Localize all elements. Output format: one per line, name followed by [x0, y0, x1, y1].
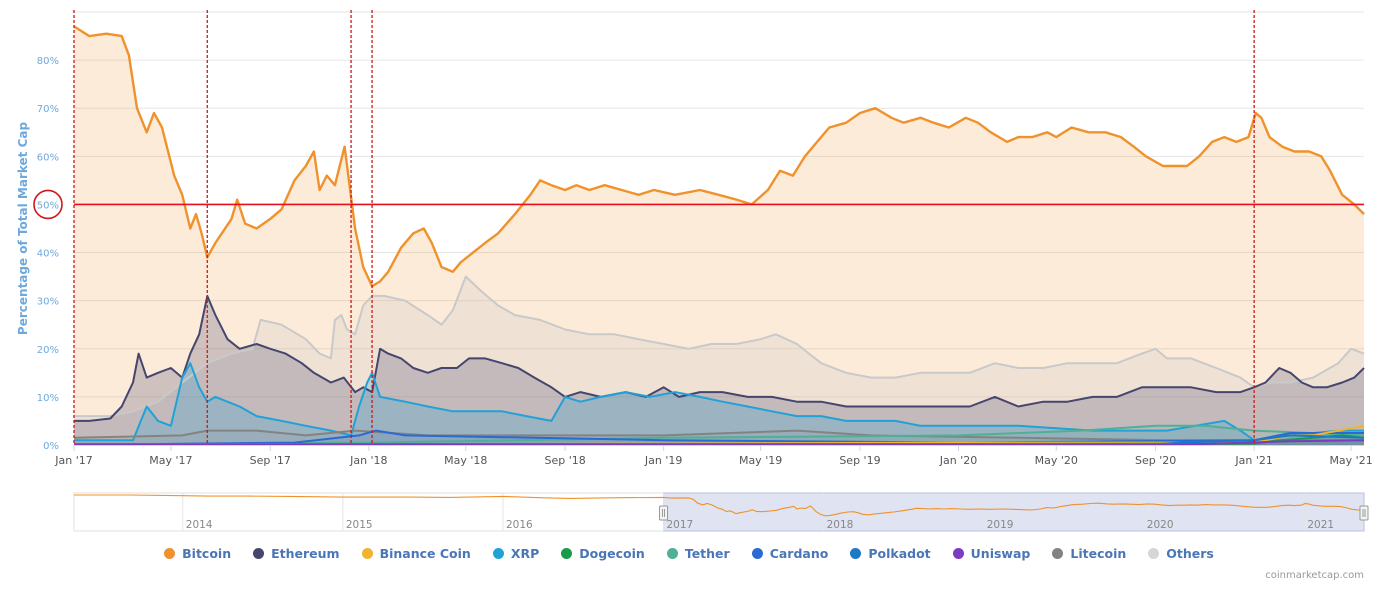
x-tick-label: May '17 [149, 454, 192, 467]
y-tick-label: 80% [37, 56, 59, 67]
litecoin-line [73, 429, 1364, 442]
cardano-line [73, 429, 1364, 446]
x-tick-label: Sep '17 [250, 454, 291, 467]
legend-dot-icon [361, 548, 373, 559]
navigator-bitcoin-line [74, 494, 1365, 517]
legend-label: Tether [684, 546, 730, 561]
legend-item-uniswap[interactable]: Uniswap [952, 546, 1031, 561]
y-tick-label: 30% [37, 297, 59, 308]
x-tick-label: Jan '18 [349, 454, 387, 467]
y-tick-label: 10% [37, 393, 59, 404]
x-tick-label: Sep '20 [1135, 454, 1176, 467]
line-layer [73, 25, 1365, 446]
y-tick-label: 60% [37, 152, 59, 163]
navigator-selection [663, 492, 1365, 532]
legend-dot-icon [253, 548, 265, 559]
navigator-handle [659, 505, 669, 521]
x-tick-label: Jan '19 [644, 454, 682, 467]
navigator-year-label: 2017 [667, 519, 694, 531]
bitcoin-area [74, 26, 1364, 446]
tether-area [74, 425, 1364, 445]
legend-label: Polkadot [868, 546, 931, 561]
bitcoin-line [73, 25, 1365, 288]
legend-label: Litecoin [1070, 546, 1127, 561]
credit-text[interactable]: coinmarketcap.com [1265, 570, 1364, 581]
legend-label: Cardano [769, 546, 829, 561]
legend-dot-icon [751, 548, 763, 559]
x-tick-label: May '20 [1035, 454, 1078, 467]
y-tick-label: 40% [37, 249, 59, 260]
navigator-year-label: 2015 [346, 519, 373, 531]
axis-layer: 0% 10% 20% 30% 40% 50% 60% 70% 80% Percentage of … [16, 56, 1373, 467]
navigator-year-label: 2018 [827, 519, 854, 531]
legend-item-cardano[interactable]: Cardano [751, 546, 829, 561]
y-tick-label: 50% [37, 200, 59, 211]
y-tick-label: 0% [43, 441, 59, 452]
legend-dot-icon [1148, 548, 1160, 559]
y-tick-label: 70% [37, 104, 59, 115]
legend-label: Dogecoin [579, 546, 645, 561]
navigator-handle [1359, 505, 1369, 521]
legend: Bitcoin Ethereum Binance Coin XRP Dogecoin Te… [0, 546, 1378, 561]
x-tick-label: May '18 [444, 454, 487, 467]
legend-item-ethereum[interactable]: Ethereum [253, 546, 340, 561]
y-axis-title: Percentage of Total Market Cap [16, 122, 30, 336]
legend-label: Bitcoin [182, 546, 232, 561]
navigator-year-label: 2016 [506, 519, 533, 531]
navigator-year-label: 2021 [1307, 519, 1334, 531]
highlight-circle [33, 189, 63, 220]
marker-layer [73, 10, 1364, 445]
navigator[interactable]: 2014 2015 2016 2017 2018 2019 2020 2021 [73, 492, 1369, 532]
legend-item-xrp[interactable]: XRP [492, 546, 540, 561]
legend-item-binance-coin[interactable]: Binance Coin [361, 546, 471, 561]
navigator-year-label: 2019 [987, 519, 1014, 531]
xrp-area [74, 363, 1364, 445]
y-tick-label: 20% [37, 345, 59, 356]
legend-label: Others [1166, 546, 1214, 561]
x-tick-label: May '19 [739, 454, 782, 467]
legend-dot-icon [666, 548, 678, 559]
xrp-line [74, 362, 1364, 442]
legend-item-bitcoin[interactable]: Bitcoin [164, 546, 231, 561]
legend-dot-icon [492, 548, 504, 559]
legend-item-others[interactable]: Others [1148, 546, 1214, 561]
legend-item-litecoin[interactable]: Litecoin [1052, 546, 1126, 561]
x-tick-label: Jan '17 [54, 454, 92, 467]
legend-dot-icon [1052, 548, 1064, 559]
legend-dot-icon [164, 548, 176, 559]
ethereum-area [74, 295, 1364, 445]
legend-label: XRP [510, 546, 540, 561]
legend-item-dogecoin[interactable]: Dogecoin [561, 546, 645, 561]
legend-dot-icon [952, 548, 964, 559]
navigator-year-label: 2020 [1147, 519, 1174, 531]
x-tick-label: Sep '18 [544, 454, 585, 467]
navigator-year-label: 2014 [186, 519, 213, 531]
legend-item-tether[interactable]: Tether [666, 546, 730, 561]
x-tick-label: Jan '21 [1234, 454, 1272, 467]
others-line [74, 275, 1365, 418]
legend-label: Ethereum [271, 546, 340, 561]
area-layer [74, 26, 1364, 446]
x-tick-label: Sep '19 [839, 454, 880, 467]
legend-dot-icon [850, 548, 862, 559]
legend-item-polkadot[interactable]: Polkadot [850, 546, 931, 561]
legend-dot-icon [561, 548, 573, 559]
tether-line [73, 424, 1365, 446]
x-tick-label: Jan '20 [939, 454, 977, 467]
legend-label: Uniswap [970, 546, 1031, 561]
legend-label: Binance Coin [379, 546, 471, 561]
x-tick-label: May '21 [1329, 454, 1372, 467]
